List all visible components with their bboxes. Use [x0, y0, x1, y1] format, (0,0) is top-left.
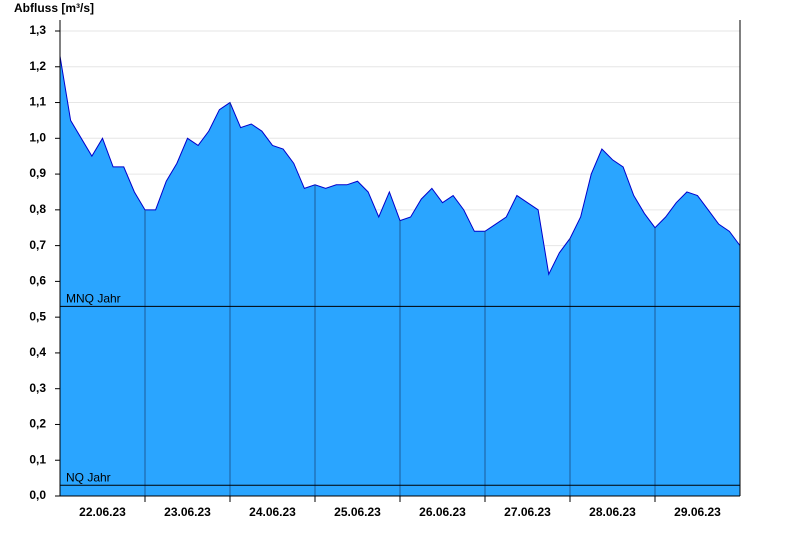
x-tick-label: 22.06.23 [79, 505, 126, 519]
y-tick-label: 1,0 [29, 130, 46, 144]
y-tick-label: 0,0 [29, 488, 46, 502]
y-axis-title: Abfluss [m³/s] [14, 1, 94, 15]
y-tick-label: 1,1 [29, 95, 46, 109]
x-tick-label: 23.06.23 [164, 505, 211, 519]
y-tick-label: 0,6 [29, 274, 46, 288]
y-tick-label: 0,8 [29, 202, 46, 216]
y-tick-label: 0,7 [29, 238, 46, 252]
y-tick-label: 1,2 [29, 59, 46, 73]
y-tick-label: 1,3 [29, 23, 46, 37]
x-tick-label: 29.06.23 [674, 505, 721, 519]
x-tick-label: 27.06.23 [504, 505, 551, 519]
x-tick-label: 26.06.23 [419, 505, 466, 519]
reference-label: MNQ Jahr [66, 292, 121, 306]
y-tick-label: 0,5 [29, 309, 46, 323]
y-tick-label: 0,2 [29, 417, 46, 431]
reference-label: NQ Jahr [66, 470, 111, 484]
x-tick-label: 28.06.23 [589, 505, 636, 519]
y-tick-label: 0,1 [29, 452, 46, 466]
y-tick-label: 0,3 [29, 381, 46, 395]
y-tick-label: 0,4 [29, 345, 46, 359]
x-tick-label: 24.06.23 [249, 505, 296, 519]
y-tick-label: 0,9 [29, 166, 46, 180]
x-tick-label: 25.06.23 [334, 505, 381, 519]
